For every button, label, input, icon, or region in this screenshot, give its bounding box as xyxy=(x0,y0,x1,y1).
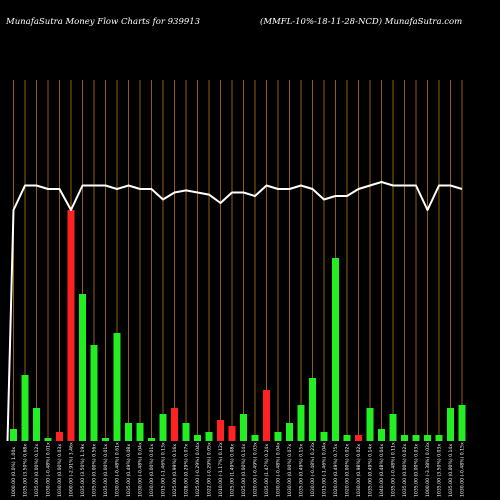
x-tick-label: 1030.00 (-0.48%) 0.01x xyxy=(46,442,52,497)
volume-bar xyxy=(458,405,466,441)
x-tick-label: 1025.00 (0.99%) 0.16x xyxy=(172,444,178,497)
x-tick-label: 1020.00 (-0.49%) 0.03x xyxy=(253,442,259,497)
x-tick-label: 1035.00 (0.49%) 0.14x xyxy=(368,444,374,497)
x-tick-label: 1022.00 (-0.29%) 0.05x xyxy=(207,442,213,497)
x-tick-label: 1015.00 (-1.46%) 0.13x xyxy=(161,442,167,497)
x-tick-label: 1030.00 (-0.48%) 0.04x xyxy=(138,442,144,497)
volume-bar xyxy=(412,435,420,441)
volume-bar xyxy=(171,408,178,441)
volume-bar xyxy=(67,210,75,441)
volume-bar xyxy=(297,405,305,441)
volume-bars xyxy=(10,210,466,441)
volume-bar xyxy=(343,435,351,441)
volume-bar xyxy=(286,423,293,441)
volume-bar xyxy=(424,435,431,441)
volume-bar xyxy=(355,435,362,441)
volume-bar xyxy=(366,408,374,441)
volume-bar xyxy=(21,375,29,441)
x-tick-label: 1035.00 (3.50%) 0.03x xyxy=(437,444,443,497)
x-tick-label: 1015.00 (-1.46%) 0.04x xyxy=(322,442,328,497)
volume-bar xyxy=(378,429,385,441)
x-tick-label: 1030.00 (-0.48%) 0.15x xyxy=(460,442,466,497)
x-tick-label: 1035.00 (3.50%) 0.68x xyxy=(23,444,29,497)
x-tick-label: 1030.00 (-0.48%) 0.23x xyxy=(310,442,316,497)
price-line xyxy=(6,181,463,442)
x-tick-label: 1000.00 (-3.38%) 0.03x xyxy=(425,442,431,497)
x-tick-label: 1030.00 (0.00%) 0.07x xyxy=(287,444,293,497)
chart-title-right: (MMFL-10%-18-11-28-NCD) MunafaSutra.com xyxy=(260,16,462,27)
x-tick-label: 1035.00 (0.00%) 0.02x xyxy=(402,444,408,497)
volume-bar xyxy=(136,423,144,441)
x-tick-labels: 1000.00 (0.0%) 1.00x 1035.00 (3.50%) 0.68… xyxy=(11,442,466,497)
x-tick-label: 1035.00 (0.00%) 0.56x xyxy=(92,444,98,497)
volume-bar xyxy=(263,390,270,441)
volume-bar xyxy=(205,432,213,441)
volume-bar xyxy=(251,435,259,441)
chart-title-left: MunafaSutra Money Flow Charts for 939913 xyxy=(5,17,200,27)
x-tick-label: 1030.00 (0.00%) 0.03x xyxy=(57,444,63,497)
x-tick-label: 1000.00 (0.0%) 1.00x xyxy=(11,447,17,497)
x-tick-label: 1028.00 (0.29%) 0.07x xyxy=(184,444,190,497)
volume-bar xyxy=(217,420,224,441)
x-tick-label: 1030.00 (-0.48%) 0.61x xyxy=(115,442,121,497)
volume-bar xyxy=(33,408,40,441)
x-tick-label: 1030.00 (-0.48%) 0.04x xyxy=(276,442,282,497)
x-tick-label: 1035.00 (3.50%) 1.19x xyxy=(80,444,86,497)
volume-bar xyxy=(274,432,282,441)
x-tick-label: 1020.00 (0.00%) 0.02x xyxy=(345,444,351,497)
volume-bar xyxy=(125,423,132,441)
grid-lines xyxy=(13,80,463,441)
x-tick-label: 1035.00 (1.47%) 0.24x xyxy=(264,444,270,497)
volume-bar xyxy=(401,435,408,441)
price-line-path xyxy=(6,181,463,442)
x-tick-label: 1020.00 (0.49%) 0.75x xyxy=(333,444,339,497)
x-tick-label: 1035.00 (0.00%) 0.12x xyxy=(34,444,40,497)
x-tick-label: 1035.00 (0.00%) 0.01x xyxy=(103,444,109,497)
volume-bar xyxy=(102,438,109,441)
x-tick-label: 1010.00 (-1.17%) 0.12x xyxy=(218,442,224,497)
volume-bar xyxy=(10,429,17,441)
x-tick-label: 1025.00 (-0.29%) 0.04x xyxy=(195,442,201,497)
x-tick-label: 1035.00 (0.00%) 0.14x xyxy=(448,444,454,497)
x-tick-label: 1035.00 (0.49%) 0.08x xyxy=(126,444,132,497)
volume-bar xyxy=(240,414,247,441)
volume-bar xyxy=(79,294,86,441)
volume-bar xyxy=(56,432,63,441)
volume-bar xyxy=(320,432,328,441)
x-tick-label: 1035.00 (0.49%) 0.15x xyxy=(299,444,305,497)
volume-bar xyxy=(435,435,443,441)
x-tick-label: 1030.00 (0.00%) 0.01x xyxy=(149,444,155,497)
volume-bar xyxy=(159,414,167,441)
volume-bar xyxy=(228,426,236,441)
volume-bar xyxy=(309,378,316,441)
x-tick-label: 1035.00 (0.00%) 0.03x xyxy=(414,444,420,497)
volume-bar xyxy=(182,423,190,441)
x-tick-label: 1025.00 (0.00%) 0.14x xyxy=(241,444,247,497)
volume-bar xyxy=(44,438,52,441)
volume-bar xyxy=(389,414,397,441)
volume-bar xyxy=(194,435,201,441)
volume-bar xyxy=(113,333,121,441)
volume-bar xyxy=(447,408,454,441)
x-tick-label: 1000.00 (-2.91%) 3.46x xyxy=(69,442,75,497)
volume-bar xyxy=(90,345,98,441)
x-tick-label: 1025.00 (1.49%) 0.08x xyxy=(230,444,236,497)
volume-bar xyxy=(148,438,155,441)
x-tick-label: 1030.00 (0.98%) 0.02x xyxy=(356,444,362,497)
x-tick-label: 1040.00 (0.48%) 0.04x xyxy=(379,444,385,497)
x-tick-label: 1035.00 (-0.48%) 0.11x xyxy=(391,442,397,497)
volume-bar xyxy=(332,258,339,441)
